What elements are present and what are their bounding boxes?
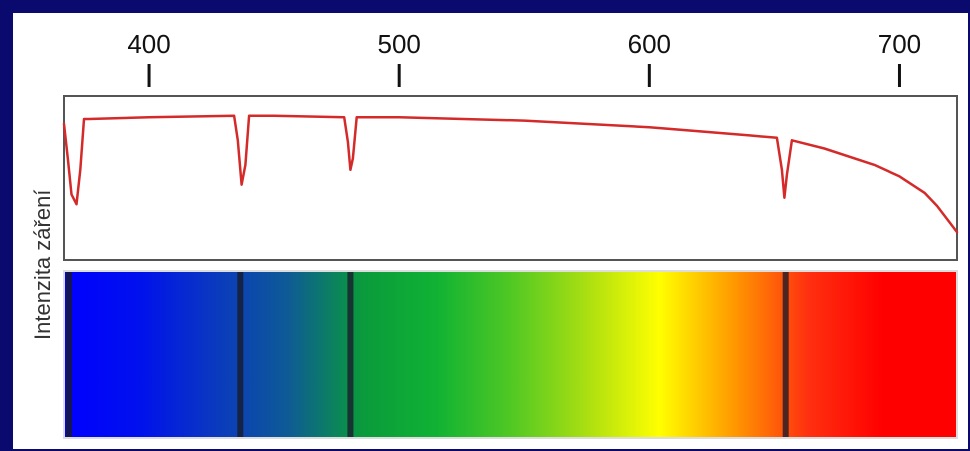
spectrum-strip	[63, 270, 958, 439]
absorption-line	[347, 272, 354, 437]
x-tick-label: 500	[377, 29, 420, 59]
x-tick-label: 600	[628, 29, 671, 59]
absorption-lines	[66, 272, 789, 437]
x-axis-top: 400 500 600 700	[127, 29, 921, 87]
absorption-line	[782, 272, 789, 437]
y-axis-label: Intenzita záření	[30, 190, 55, 340]
intensity-plot-area	[63, 95, 958, 261]
x-tick-label: 700	[878, 29, 921, 59]
absorption-line	[237, 272, 244, 437]
intensity-curve	[62, 114, 959, 234]
x-tick-label: 400	[127, 29, 170, 59]
absorption-line	[66, 272, 72, 437]
